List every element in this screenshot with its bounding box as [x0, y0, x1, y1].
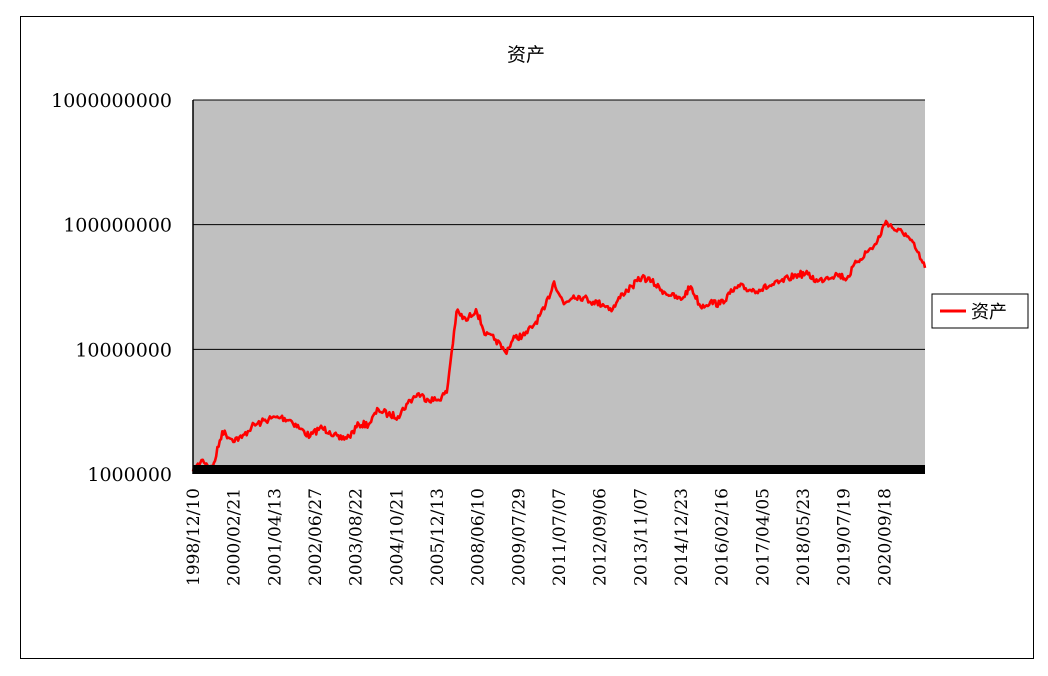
x-tick-label: 2004/10/21 — [387, 488, 407, 586]
x-axis-ticks: 1998/12/10 2000/02/21 2001/04/13 2002/06/27… — [184, 488, 895, 586]
y-axis-ticks: 1000000000 100000000 10000000 1000000 — [51, 90, 172, 486]
x-tick-label: 2018/05/23 — [794, 488, 814, 586]
x-tick-label: 2019/07/19 — [835, 488, 855, 586]
x-axis-bar — [193, 465, 925, 474]
y-tick-label: 10000000 — [75, 339, 172, 361]
x-tick-label: 1998/12/10 — [184, 488, 204, 586]
y-tick-label: 1000000000 — [51, 90, 172, 112]
x-tick-label: 2003/08/22 — [347, 488, 367, 586]
x-tick-label: 2020/09/18 — [875, 488, 895, 586]
chart-title: 资产 — [507, 44, 545, 66]
x-tick-label: 2011/07/07 — [550, 488, 570, 586]
x-tick-label: 2001/04/13 — [265, 488, 285, 586]
x-tick-label: 2009/07/29 — [509, 488, 529, 586]
x-tick-label: 2017/04/05 — [753, 488, 773, 586]
x-tick-label: 2013/11/07 — [631, 488, 651, 586]
series-line-asset — [191, 219, 927, 473]
plot-area — [193, 100, 925, 466]
x-tick-label: 2016/02/16 — [713, 488, 733, 586]
y-tick-label: 1000000 — [87, 464, 172, 486]
x-tick-label: 2000/02/21 — [225, 488, 245, 586]
gridlines — [193, 99, 925, 350]
x-tick-label: 2002/06/27 — [306, 488, 326, 586]
x-tick-label: 2005/12/13 — [428, 488, 448, 586]
x-tick-label: 2012/09/06 — [591, 488, 611, 586]
legend: 资产 — [931, 293, 1029, 329]
y-tick-label: 100000000 — [63, 215, 172, 237]
x-tick-label: 2014/12/23 — [672, 488, 692, 586]
x-tick-label: 2008/06/10 — [469, 488, 489, 586]
legend-label: 资产 — [971, 302, 1007, 323]
